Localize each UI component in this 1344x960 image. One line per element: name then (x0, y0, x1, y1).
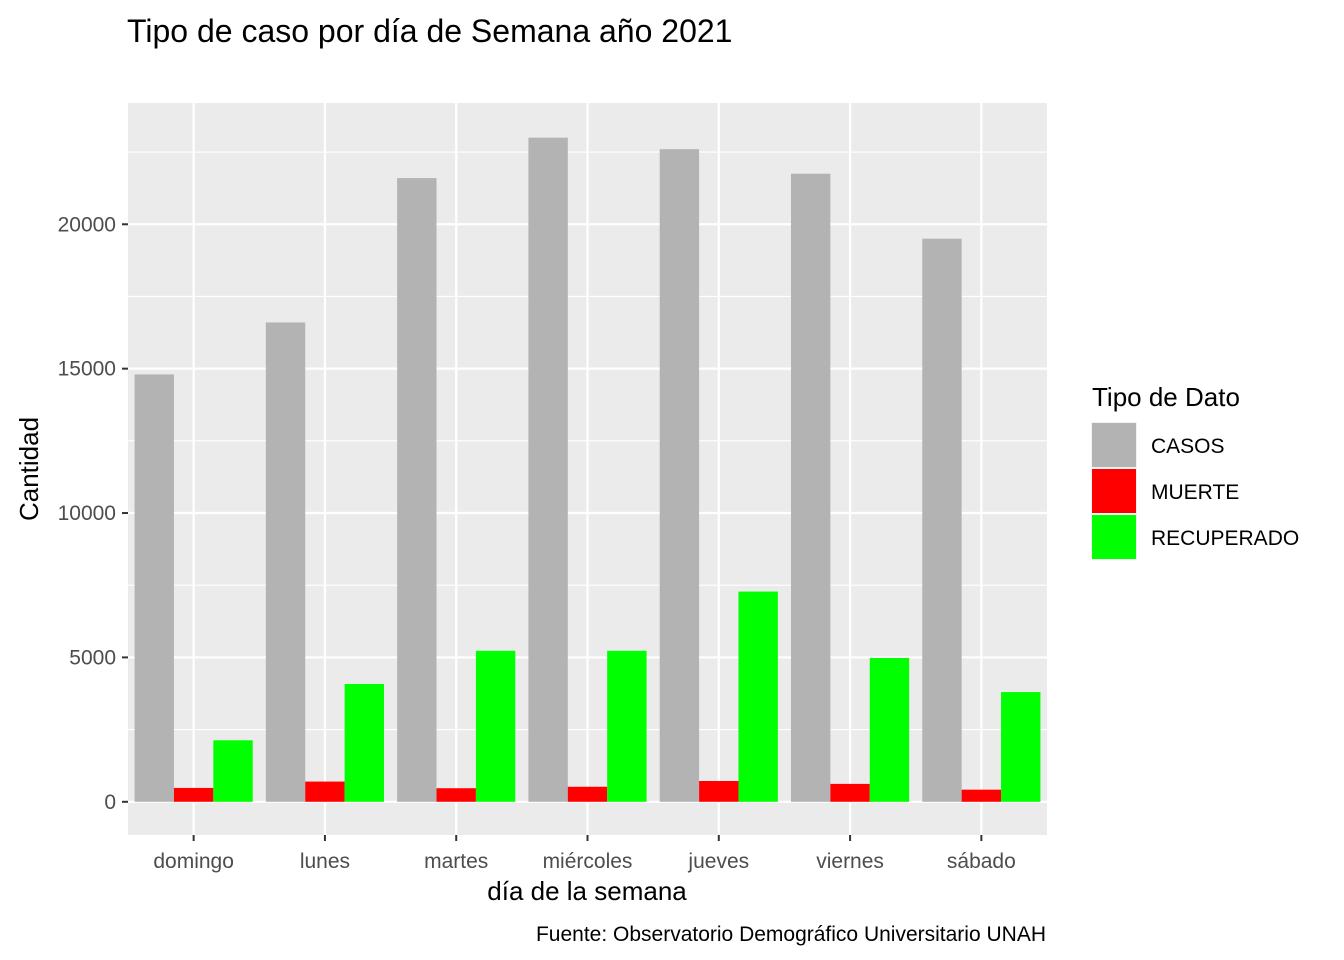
legend-label-casos: CASOS (1151, 435, 1225, 458)
bar-casos-2 (397, 178, 437, 802)
bar-recuperado-6 (1001, 692, 1041, 802)
x-tick-label: miércoles (543, 850, 633, 873)
legend-swatch-muerte (1092, 469, 1136, 513)
x-tick-label: sábado (947, 850, 1016, 873)
x-axis-title: día de la semana (487, 876, 687, 906)
bar-casos-0 (134, 374, 174, 802)
bar-casos-3 (528, 137, 568, 802)
bar-casos-6 (922, 238, 962, 802)
chart-title: Tipo de caso por día de Semana año 2021 (127, 13, 732, 49)
bar-recuperado-0 (213, 740, 253, 802)
bar-recuperado-3 (607, 650, 647, 802)
y-tick-label: 5000 (69, 646, 116, 669)
bar-casos-1 (265, 322, 306, 802)
x-tick-label: jueves (687, 850, 749, 873)
bar-muerte-0 (173, 787, 214, 802)
bar-muerte-6 (961, 789, 1002, 802)
bar-muerte-5 (830, 783, 870, 802)
y-axis-title: Cantidad (14, 417, 44, 521)
bar-muerte-2 (436, 788, 476, 802)
bar-recuperado-4 (738, 591, 778, 802)
x-tick-label: martes (424, 850, 488, 873)
x-tick-label: lunes (300, 850, 350, 873)
y-axis-ticks: 0 5000 10000 15000 20000 (58, 213, 128, 814)
x-axis-ticks: domingo lunes martes miércoles jueves viernes… (153, 835, 1016, 873)
bar-muerte-1 (305, 781, 345, 802)
legend-swatch-casos (1092, 423, 1136, 467)
bar-casos-5 (790, 173, 831, 802)
legend-swatch-recuperado (1092, 515, 1136, 559)
bar-muerte-4 (699, 781, 739, 802)
bar-casos-4 (659, 149, 700, 802)
y-tick-label: 10000 (58, 502, 116, 525)
y-tick-label: 20000 (58, 213, 116, 236)
y-tick-label: 0 (104, 791, 116, 814)
legend-title: Tipo de Dato (1092, 382, 1240, 412)
legend: Tipo de Dato CASOS MUERTE RECUPERADO (1091, 382, 1299, 560)
bar-recuperado-1 (344, 683, 385, 802)
x-tick-label: viernes (816, 850, 884, 873)
bar-muerte-3 (567, 786, 608, 802)
y-tick-label: 15000 (58, 358, 116, 381)
legend-label-muerte: MUERTE (1151, 481, 1239, 504)
x-tick-label: domingo (153, 850, 234, 873)
bar-recuperado-2 (475, 650, 516, 802)
bar-recuperado-5 (869, 657, 910, 802)
legend-label-recuperado: RECUPERADO (1151, 527, 1299, 550)
bars (134, 137, 1041, 802)
caption: Fuente: Observatorio Demográfico Univers… (536, 923, 1046, 946)
